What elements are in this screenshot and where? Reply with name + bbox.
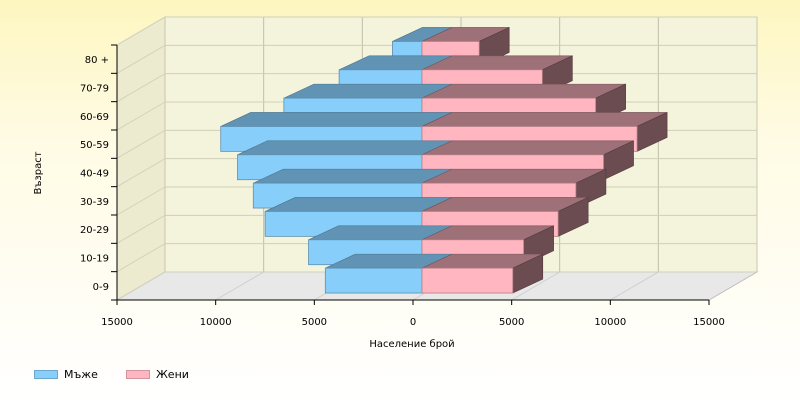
chart-axes [111, 44, 710, 305]
y-tick-label: 0-9 [93, 282, 109, 293]
left-wall-gridline [116, 214, 166, 244]
legend-label-women: Жени [155, 368, 189, 381]
legend-item-men: Мъже [34, 368, 98, 381]
left-wall-gridline [116, 129, 166, 159]
bar-top-men [220, 112, 453, 127]
bar-top-men [264, 197, 453, 212]
x-tick-label: 15000 [101, 317, 133, 328]
y-tick-label: 50-59 [80, 140, 109, 151]
chart-bars [220, 26, 668, 294]
bar-men [324, 267, 423, 294]
bar-top-women [421, 83, 626, 99]
bar-women [421, 267, 514, 294]
floor-gridline [610, 271, 659, 301]
bar-top-men [253, 168, 453, 184]
left-wall-gridline [116, 101, 166, 131]
x-tick-label: 5000 [302, 317, 327, 328]
left-wall-gridline [116, 243, 166, 273]
y-tick-label: 60-69 [80, 112, 109, 123]
bar-top-men [237, 140, 453, 156]
y-tick-label: 80 + [85, 55, 109, 66]
x-tick-label: 0 [410, 317, 416, 328]
legend-swatch-women [125, 370, 150, 379]
left-wall-gridline [116, 44, 166, 74]
y-tick-label: 30-39 [80, 197, 109, 208]
bar-top-women [421, 112, 668, 127]
chart-labels: 0-9 10-19 20-29 30-39 40-49 50-59 60-69 70-79 80… [80, 55, 725, 328]
bar-top-women [421, 140, 634, 156]
x-tick-label: 10000 [200, 317, 232, 328]
y-tick-label: 20-29 [80, 225, 109, 236]
left-wall-gridline [116, 16, 166, 46]
left-wall-gridline [116, 186, 166, 216]
y-tick-label: 40-49 [80, 169, 109, 180]
left-wall-gridline [116, 158, 166, 188]
bar-top-women [421, 168, 607, 184]
legend-swatch-men [34, 370, 58, 379]
y-axis-title: Възраст [33, 151, 44, 194]
x-tick-label: 5000 [499, 317, 524, 328]
chart-legend: Мъже Жени [34, 368, 189, 381]
y-tick-label: 70-79 [80, 84, 109, 95]
floor-gridline [215, 271, 264, 301]
x-axis-title: Население брой [369, 339, 454, 350]
y-tick-label: 10-19 [80, 254, 109, 265]
floor-gridline [511, 271, 560, 301]
left-wall-gridline [116, 271, 166, 301]
legend-label-men: Мъже [64, 368, 98, 381]
x-tick-label: 10000 [594, 317, 626, 328]
legend-item-women: Жени [125, 368, 189, 381]
x-tick-label: 15000 [693, 317, 725, 328]
left-wall-gridline [116, 73, 166, 103]
